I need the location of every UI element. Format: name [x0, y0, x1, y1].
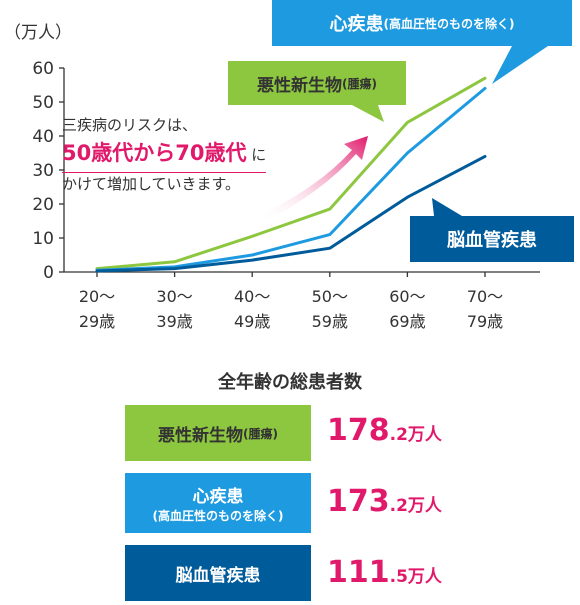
- total-value-cerebrovascular-disease: 111.5万人: [327, 555, 442, 590]
- y-tick-label: 50: [32, 93, 54, 113]
- line-chart: （万人） 0 10 20 30 40 50 60 20〜 29歳 30〜 39歳 40〜 49歳 50〜 59…: [4, 0, 574, 331]
- series-line: [95, 76, 487, 271]
- total-label-sub: (腫瘍): [243, 426, 278, 441]
- callout-box-malignant: [228, 61, 406, 105]
- y-tick-label: 0: [43, 263, 54, 283]
- callout-box-heart: [272, 0, 572, 46]
- total-value-unit: 万人: [407, 425, 442, 445]
- series-label-cerebrovascular-disease: 脳血管疾患: [410, 216, 574, 262]
- x-tick-label: 59歳: [312, 312, 348, 331]
- series-label-malignant-neoplasm: 悪性新生物 (腫瘍): [228, 61, 406, 105]
- x-tick-label: 69歳: [389, 312, 425, 331]
- totals-title: 全年齢の総患者数: [218, 372, 362, 393]
- total-label-cerebrovascular-disease: 脳血管疾患: [125, 545, 311, 601]
- series-label-sub: (腫瘍): [342, 76, 377, 91]
- y-axis-label: （万人）: [4, 23, 72, 43]
- x-tick-label: 29歳: [79, 312, 115, 331]
- x-tick-label: 40〜: [234, 287, 270, 306]
- x-tick-label: 79歳: [467, 312, 503, 331]
- series-line: [95, 154, 487, 273]
- total-label-sub: (高血圧性のものを除く): [152, 509, 284, 523]
- total-label-main: 脳血管疾患: [175, 565, 261, 586]
- total-value-heart-disease: 173.2万人: [327, 484, 442, 519]
- callout-pointers: [228, 0, 574, 262]
- total-value-int: 178: [327, 413, 390, 448]
- x-tick-label: 70〜: [467, 287, 503, 306]
- series-line: [95, 86, 487, 272]
- x-tick-label: 49歳: [234, 312, 270, 331]
- chart-axes: （万人） 0 10 20 30 40 50 60 20〜 29歳 30〜 39歳 40〜 49歳 50〜 59…: [4, 23, 540, 331]
- total-value-unit: 万人: [407, 496, 442, 516]
- trend-arrow: [262, 136, 368, 222]
- y-tick-label: 60: [32, 59, 54, 79]
- series-label-main: 脳血管疾患: [447, 230, 537, 251]
- x-tick-label: 39歳: [156, 312, 192, 331]
- total-label-main: 心疾患: [192, 487, 244, 507]
- annotation-line-2: 50歳代から70歳代 に: [62, 137, 267, 173]
- series-label-main: 心疾患: [329, 14, 384, 35]
- series-label-sub: (高血圧性のものを除く): [383, 16, 515, 31]
- x-tick-label: 50〜: [312, 287, 348, 306]
- chart-marks: [95, 76, 487, 273]
- total-label-heart-disease: 心疾患 (高血圧性のものを除く): [125, 473, 311, 533]
- total-value-unit: 万人: [407, 567, 442, 587]
- annotation-highlight: 50歳代から70歳代: [62, 141, 247, 166]
- y-tick-label: 30: [32, 161, 54, 181]
- series-label-main: 悪性新生物: [257, 75, 342, 96]
- y-tick-label: 20: [32, 195, 54, 215]
- x-tick-label: 20〜: [79, 287, 115, 306]
- total-value-malignant-neoplasm: 178.2万人: [327, 413, 442, 448]
- annotation-line-3: かけて増加していきます。: [62, 174, 241, 193]
- total-value-dec: .2: [389, 496, 408, 516]
- total-value-dec: .2: [389, 425, 408, 445]
- total-label-main: 悪性新生物: [158, 425, 243, 446]
- total-value-dec: .5: [389, 567, 408, 587]
- series-label-heart-disease: 心疾患 (高血圧性のものを除く): [272, 0, 572, 46]
- risk-annotation: 三疾病のリスクは、 50歳代から70歳代 に かけて増加していきます。: [62, 114, 284, 196]
- callout-pointer-malignant: [352, 105, 384, 122]
- y-tick-label: 10: [32, 229, 54, 249]
- total-value-int: 173: [327, 484, 390, 519]
- x-tick-label: 60〜: [389, 287, 425, 306]
- annotation-line-1: 三疾病のリスクは、: [62, 116, 198, 134]
- total-value-int: 111: [327, 555, 390, 590]
- callout-pointer-heart: [492, 46, 548, 84]
- x-tick-label: 30〜: [156, 287, 192, 306]
- y-tick-label: 40: [32, 127, 54, 147]
- total-label-malignant-neoplasm: 悪性新生物 (腫瘍): [125, 405, 311, 461]
- callout-box-cerebro: [410, 216, 574, 262]
- annotation-line-2-rest: に: [246, 146, 267, 165]
- callout-pointer-cerebro: [432, 198, 462, 216]
